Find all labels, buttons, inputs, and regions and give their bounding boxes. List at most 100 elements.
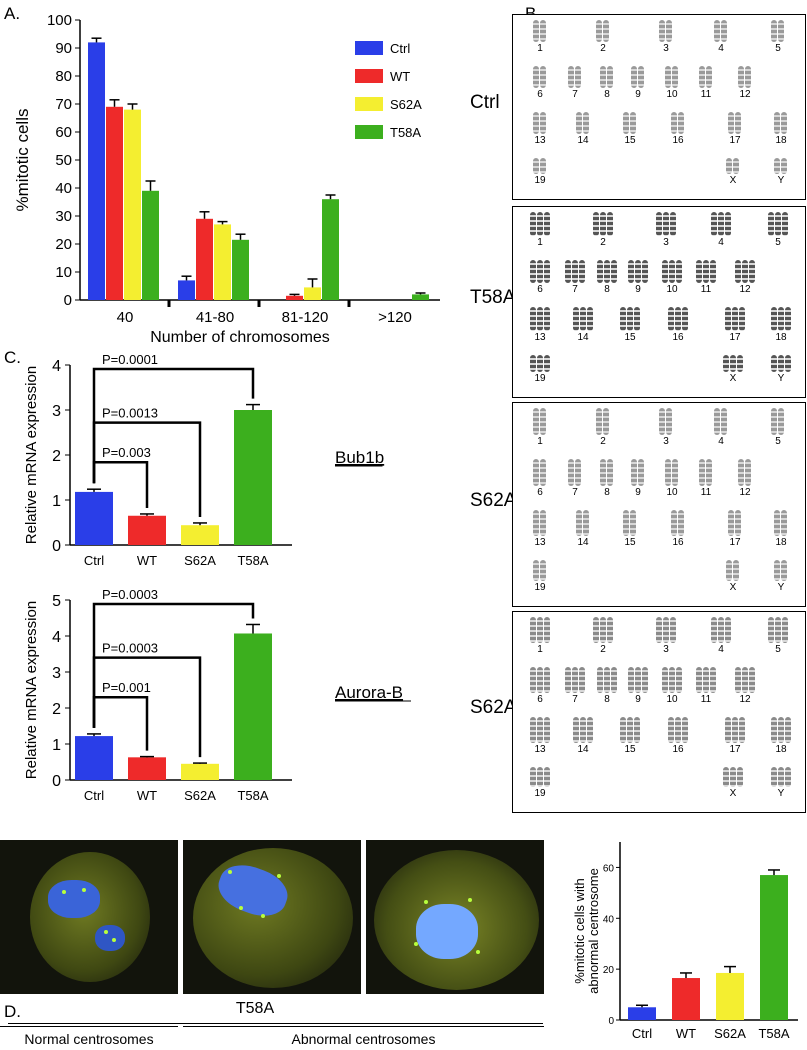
legend-swatch-s62a — [355, 97, 383, 111]
chromosome — [774, 617, 781, 643]
bar-ctrl — [75, 736, 113, 780]
p-value-label: P=0.0003 — [102, 587, 158, 602]
chromosome — [662, 212, 669, 236]
chromosome-number: 1 — [537, 236, 543, 248]
chromosome — [599, 617, 606, 643]
chromosome — [564, 667, 571, 693]
y-tick-label: 1 — [52, 737, 61, 754]
chromosome — [748, 259, 755, 283]
y-tick-label: 30 — [55, 208, 72, 225]
y-tick-label: 70 — [55, 96, 72, 113]
chromosome — [777, 354, 784, 372]
chromosome — [771, 408, 777, 435]
x-tick-label: WT — [137, 553, 157, 568]
chromosome — [543, 307, 550, 331]
panel-a-label: A. — [4, 4, 21, 23]
chromosome — [529, 259, 536, 283]
chromosome — [724, 212, 731, 236]
chromosome — [536, 717, 543, 743]
chromosome — [603, 20, 609, 42]
chromosome — [745, 458, 751, 486]
chromosome-number: 6 — [537, 486, 543, 498]
bar-t58a — [234, 410, 272, 545]
p-value-label: P=0.003 — [102, 445, 151, 460]
chromosome-number: Y — [777, 373, 785, 384]
chromosome — [568, 458, 574, 486]
panel-c-label: C. — [4, 348, 21, 367]
chromosome — [695, 259, 702, 283]
x-tick-label: S62A — [184, 553, 216, 568]
chromosome — [626, 717, 633, 743]
bar-t58a — [760, 875, 788, 1020]
legend-swatch-wt — [355, 69, 383, 83]
chromosome-number: 10 — [666, 284, 678, 295]
chromosome-number: 9 — [635, 89, 641, 100]
chromosome — [674, 307, 681, 331]
bar-s62a — [181, 525, 219, 545]
chromosome — [748, 667, 755, 693]
chromosome — [709, 259, 716, 283]
chromosome-number: X — [729, 582, 737, 593]
chromosome — [578, 667, 585, 693]
chromosome — [610, 259, 617, 283]
chromosome-number: 8 — [604, 284, 610, 295]
chromosome — [603, 667, 610, 693]
chromosome — [665, 66, 671, 88]
chromosome — [729, 767, 736, 787]
chromosome — [543, 212, 550, 236]
chromosome — [586, 717, 593, 743]
chromosome-number: 14 — [577, 331, 589, 343]
legend-label-s62a: S62A — [390, 97, 422, 112]
legend-swatch-t58a — [355, 125, 383, 139]
y-axis-label: Relative mRNA expression — [23, 601, 40, 779]
chromosome — [706, 458, 712, 486]
chromosome-number: 7 — [572, 694, 578, 705]
bar-ctrl — [75, 491, 113, 545]
chromosome — [592, 212, 599, 236]
chromosome — [741, 667, 748, 693]
chromosome-number: 4 — [718, 644, 724, 655]
x-tick-label: Ctrl — [84, 788, 104, 803]
chromosome — [774, 560, 780, 581]
chromosome-number: 19 — [534, 373, 546, 384]
chromosome-number: Y — [777, 175, 785, 186]
chromosome — [626, 307, 633, 331]
chromosome — [681, 717, 688, 743]
chromosome — [738, 307, 745, 331]
x-tick-label: WT — [676, 1026, 696, 1041]
chromosome — [592, 617, 599, 643]
chromosome — [675, 667, 682, 693]
chromosome-number: 12 — [739, 694, 751, 705]
normal-caption-rule — [0, 1026, 178, 1027]
chromosome-number: 15 — [624, 537, 636, 549]
chromosome — [533, 408, 539, 435]
chromosome — [576, 509, 582, 537]
chromosome — [529, 307, 536, 331]
chromosome-number: 13 — [534, 135, 546, 146]
chromosome — [610, 667, 617, 693]
chromosome — [536, 617, 543, 643]
chromosome — [596, 259, 603, 283]
y-tick-label: 80 — [55, 68, 72, 85]
chromosome — [576, 112, 582, 134]
chromosome — [633, 307, 640, 331]
y-tick-label: 2 — [52, 701, 61, 718]
chromosome — [672, 458, 678, 486]
y-axis-label-line1: %mitotic cells with — [572, 878, 587, 983]
y-tick-label: 2 — [52, 448, 61, 465]
chromosome — [536, 212, 543, 236]
y-tick-label: 0 — [64, 292, 72, 309]
chromosome-number: 18 — [775, 537, 787, 549]
chromosome-number: 3 — [663, 644, 669, 655]
chromosome — [529, 354, 536, 372]
chromosome — [600, 66, 606, 88]
karyotype-box-3 — [512, 611, 806, 813]
chromosome-number: 11 — [700, 694, 712, 705]
karyotype-box-1 — [512, 206, 806, 398]
chromosome — [734, 259, 741, 283]
chromosome-number: 7 — [572, 486, 578, 498]
chromosome-number: 11 — [700, 89, 712, 100]
y-tick-label: 20 — [55, 236, 72, 253]
chromosome-number: Y — [777, 788, 785, 799]
chromosome — [781, 617, 788, 643]
